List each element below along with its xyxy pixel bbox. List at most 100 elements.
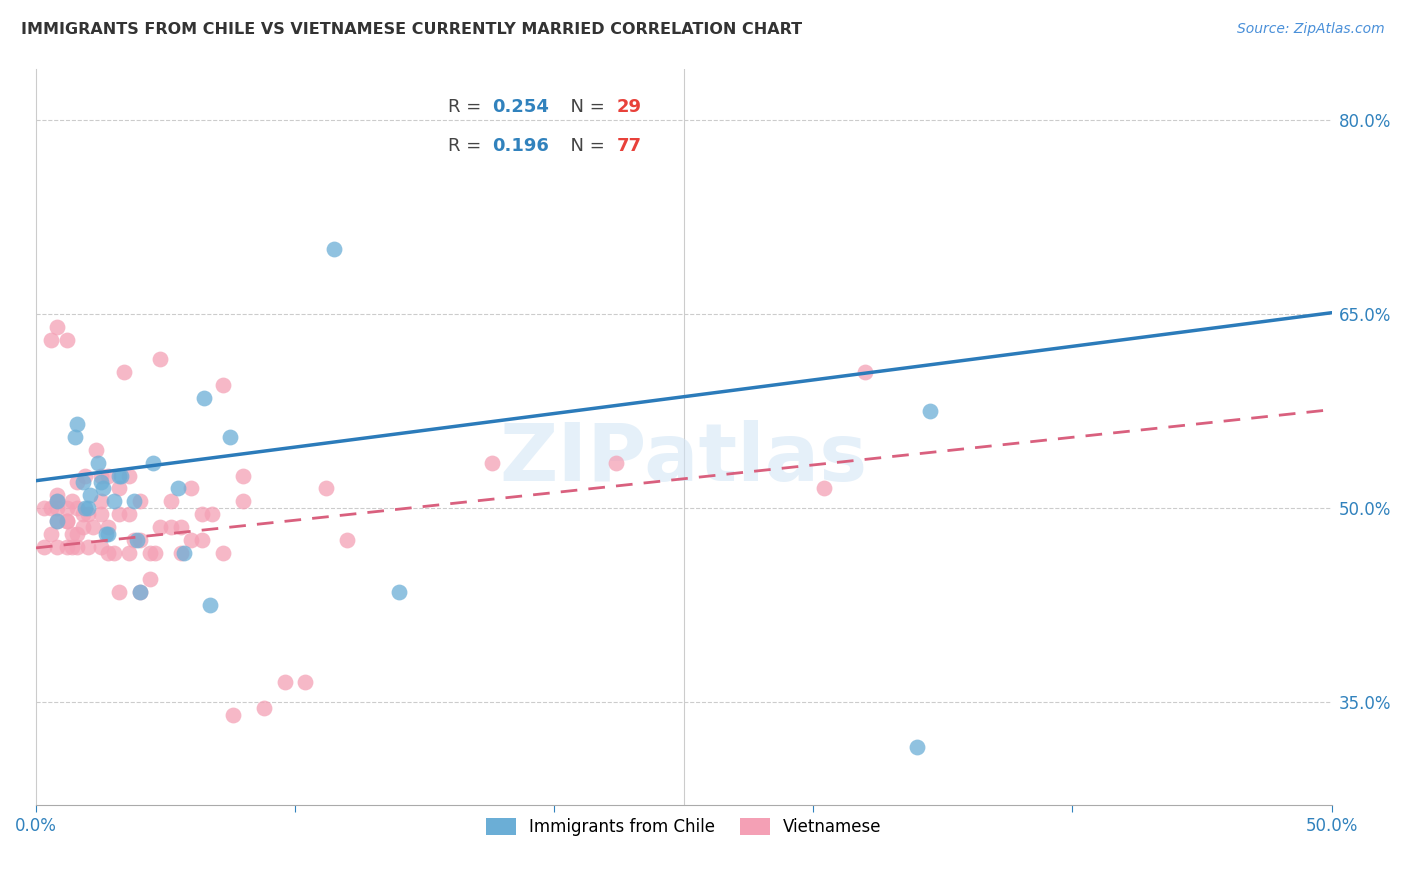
Point	[853, 365, 876, 379]
Text: Source: ZipAtlas.com: Source: ZipAtlas.com	[1237, 22, 1385, 37]
Point	[323, 243, 346, 257]
Point	[60, 494, 83, 508]
Text: 0.254: 0.254	[492, 98, 548, 116]
Point	[90, 540, 112, 554]
Text: 0.196: 0.196	[492, 136, 548, 155]
Point	[118, 546, 141, 560]
Text: N =: N =	[560, 98, 610, 116]
Point	[118, 508, 141, 522]
Point	[139, 572, 162, 586]
Point	[273, 675, 295, 690]
Text: 29: 29	[616, 98, 641, 116]
Point	[66, 417, 89, 431]
Point	[97, 546, 120, 560]
Point	[159, 520, 181, 534]
Point	[159, 494, 181, 508]
Point	[232, 494, 254, 508]
Text: N =: N =	[560, 136, 610, 155]
Point	[76, 540, 98, 554]
Point	[87, 456, 110, 470]
Point	[124, 533, 146, 548]
Point	[905, 739, 928, 754]
Point	[72, 475, 94, 489]
Point	[315, 482, 337, 496]
Point	[56, 514, 79, 528]
Point	[294, 675, 316, 690]
Point	[180, 482, 202, 496]
Point	[56, 333, 79, 347]
Point	[149, 520, 172, 534]
Point	[45, 514, 67, 528]
Point	[108, 482, 131, 496]
Point	[108, 584, 131, 599]
Point	[45, 514, 67, 528]
Point	[167, 482, 190, 496]
Point	[191, 508, 214, 522]
Point	[149, 352, 172, 367]
Point	[60, 526, 83, 541]
Point	[219, 430, 242, 444]
Point	[170, 546, 193, 560]
Point	[41, 333, 63, 347]
Point	[56, 500, 79, 515]
Point	[97, 468, 120, 483]
Point	[32, 500, 55, 515]
Point	[60, 540, 83, 554]
Point	[191, 533, 214, 548]
Text: 77: 77	[616, 136, 641, 155]
Point	[45, 500, 67, 515]
Text: ZIPatlas: ZIPatlas	[499, 420, 868, 498]
Point	[605, 456, 627, 470]
Point	[336, 533, 359, 548]
Point	[84, 442, 107, 457]
Point	[66, 475, 89, 489]
Point	[32, 540, 55, 554]
Point	[75, 468, 97, 483]
Point	[75, 500, 97, 515]
Point	[211, 378, 233, 392]
Point	[72, 520, 94, 534]
Point	[128, 494, 150, 508]
Point	[45, 494, 67, 508]
Point	[103, 546, 125, 560]
Point	[76, 508, 98, 522]
Point	[124, 494, 146, 508]
Point	[193, 391, 215, 405]
Point	[97, 526, 120, 541]
Point	[180, 533, 202, 548]
Point	[45, 540, 67, 554]
Point	[143, 546, 166, 560]
Point	[201, 508, 224, 522]
Point	[45, 320, 67, 334]
Point	[128, 584, 150, 599]
Point	[388, 584, 411, 599]
Point	[90, 494, 112, 508]
Point	[918, 404, 941, 418]
Point	[66, 526, 89, 541]
Point	[128, 533, 150, 548]
Point	[253, 701, 276, 715]
Point	[125, 533, 148, 548]
Point	[170, 520, 193, 534]
Point	[97, 520, 120, 534]
Point	[128, 584, 150, 599]
Point	[76, 500, 98, 515]
Point	[232, 468, 254, 483]
Text: R =: R =	[449, 136, 486, 155]
Text: IMMIGRANTS FROM CHILE VS VIETNAMESE CURRENTLY MARRIED CORRELATION CHART: IMMIGRANTS FROM CHILE VS VIETNAMESE CURR…	[21, 22, 803, 37]
Point	[72, 508, 94, 522]
Point	[481, 456, 503, 470]
Point	[45, 494, 67, 508]
Point	[141, 456, 163, 470]
Point	[173, 546, 195, 560]
Point	[56, 540, 79, 554]
Point	[222, 707, 245, 722]
Point	[56, 514, 79, 528]
Point	[108, 468, 131, 483]
Point	[41, 526, 63, 541]
Point	[211, 546, 233, 560]
Point	[94, 526, 117, 541]
Point	[118, 468, 141, 483]
Point	[813, 482, 835, 496]
Point	[103, 494, 125, 508]
